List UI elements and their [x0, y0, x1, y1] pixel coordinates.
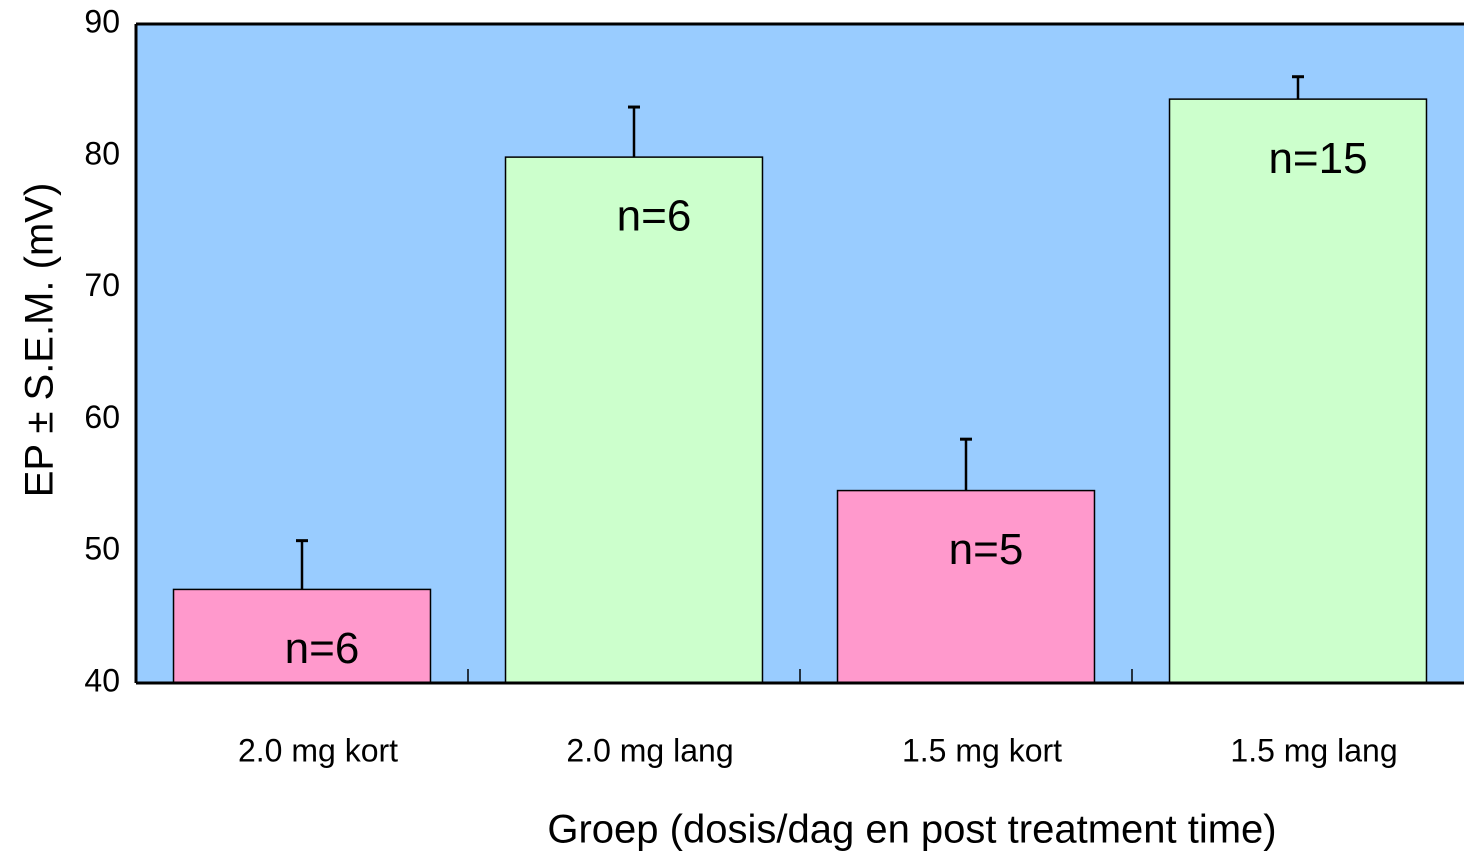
x-axis-label: Groep (dosis/dag en post treatment time)	[547, 808, 1276, 852]
y-tick-label: 40	[84, 662, 120, 698]
bar	[172, 588, 432, 684]
bar	[504, 156, 764, 684]
x-tick-label: 1.5 mg lang	[1230, 732, 1397, 768]
x-tick-label: 2.0 mg kort	[238, 732, 398, 768]
x-tick-label: 2.0 mg lang	[566, 732, 733, 768]
y-axis-label: EP ± S.E.M. (mV)	[18, 183, 62, 498]
bar-annotation: n=6	[617, 192, 692, 241]
y-tick-label: 90	[84, 3, 120, 39]
bar-annotation: n=15	[1268, 134, 1367, 183]
bar-annotation: n=5	[949, 525, 1024, 574]
x-tick-label: 1.5 mg kort	[902, 732, 1062, 768]
bar-annotation: n=6	[285, 624, 360, 673]
bar	[1168, 98, 1428, 684]
y-tick-label: 80	[84, 135, 120, 171]
bar	[836, 489, 1096, 684]
y-tick-label: 60	[84, 399, 120, 435]
y-tick-label: 70	[84, 267, 120, 303]
y-tick-label: 50	[84, 531, 120, 567]
